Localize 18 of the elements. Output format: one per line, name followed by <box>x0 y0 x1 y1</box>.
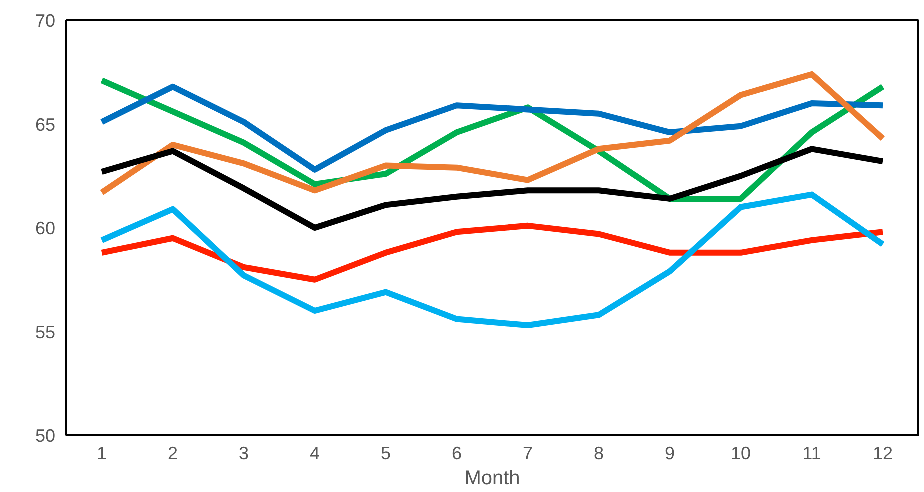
y-tick-label: 60 <box>35 218 56 238</box>
x-tick-label: 1 <box>96 444 108 464</box>
y-tick-label: 55 <box>35 322 56 342</box>
x-tick-label: 8 <box>594 444 604 464</box>
x-tick-label: 3 <box>238 444 250 464</box>
x-tick-label: 2 <box>168 444 178 464</box>
y-tick-label: 65 <box>35 114 56 135</box>
y-tick-label: 70 <box>35 11 56 31</box>
x-tick-label: 6 <box>452 444 462 464</box>
x-tick-label: 9 <box>664 444 676 464</box>
x-tick-label: 10 <box>730 444 752 464</box>
x-tick-label: 7 <box>522 444 534 464</box>
x-axis-title: Month <box>464 468 520 490</box>
y-tick-label: 50 <box>35 426 56 446</box>
x-tick-label: 5 <box>380 444 392 464</box>
x-tick-label: 4 <box>310 444 320 464</box>
x-tick-label: 11 <box>802 444 822 464</box>
x-tick-label: 12 <box>872 444 894 464</box>
